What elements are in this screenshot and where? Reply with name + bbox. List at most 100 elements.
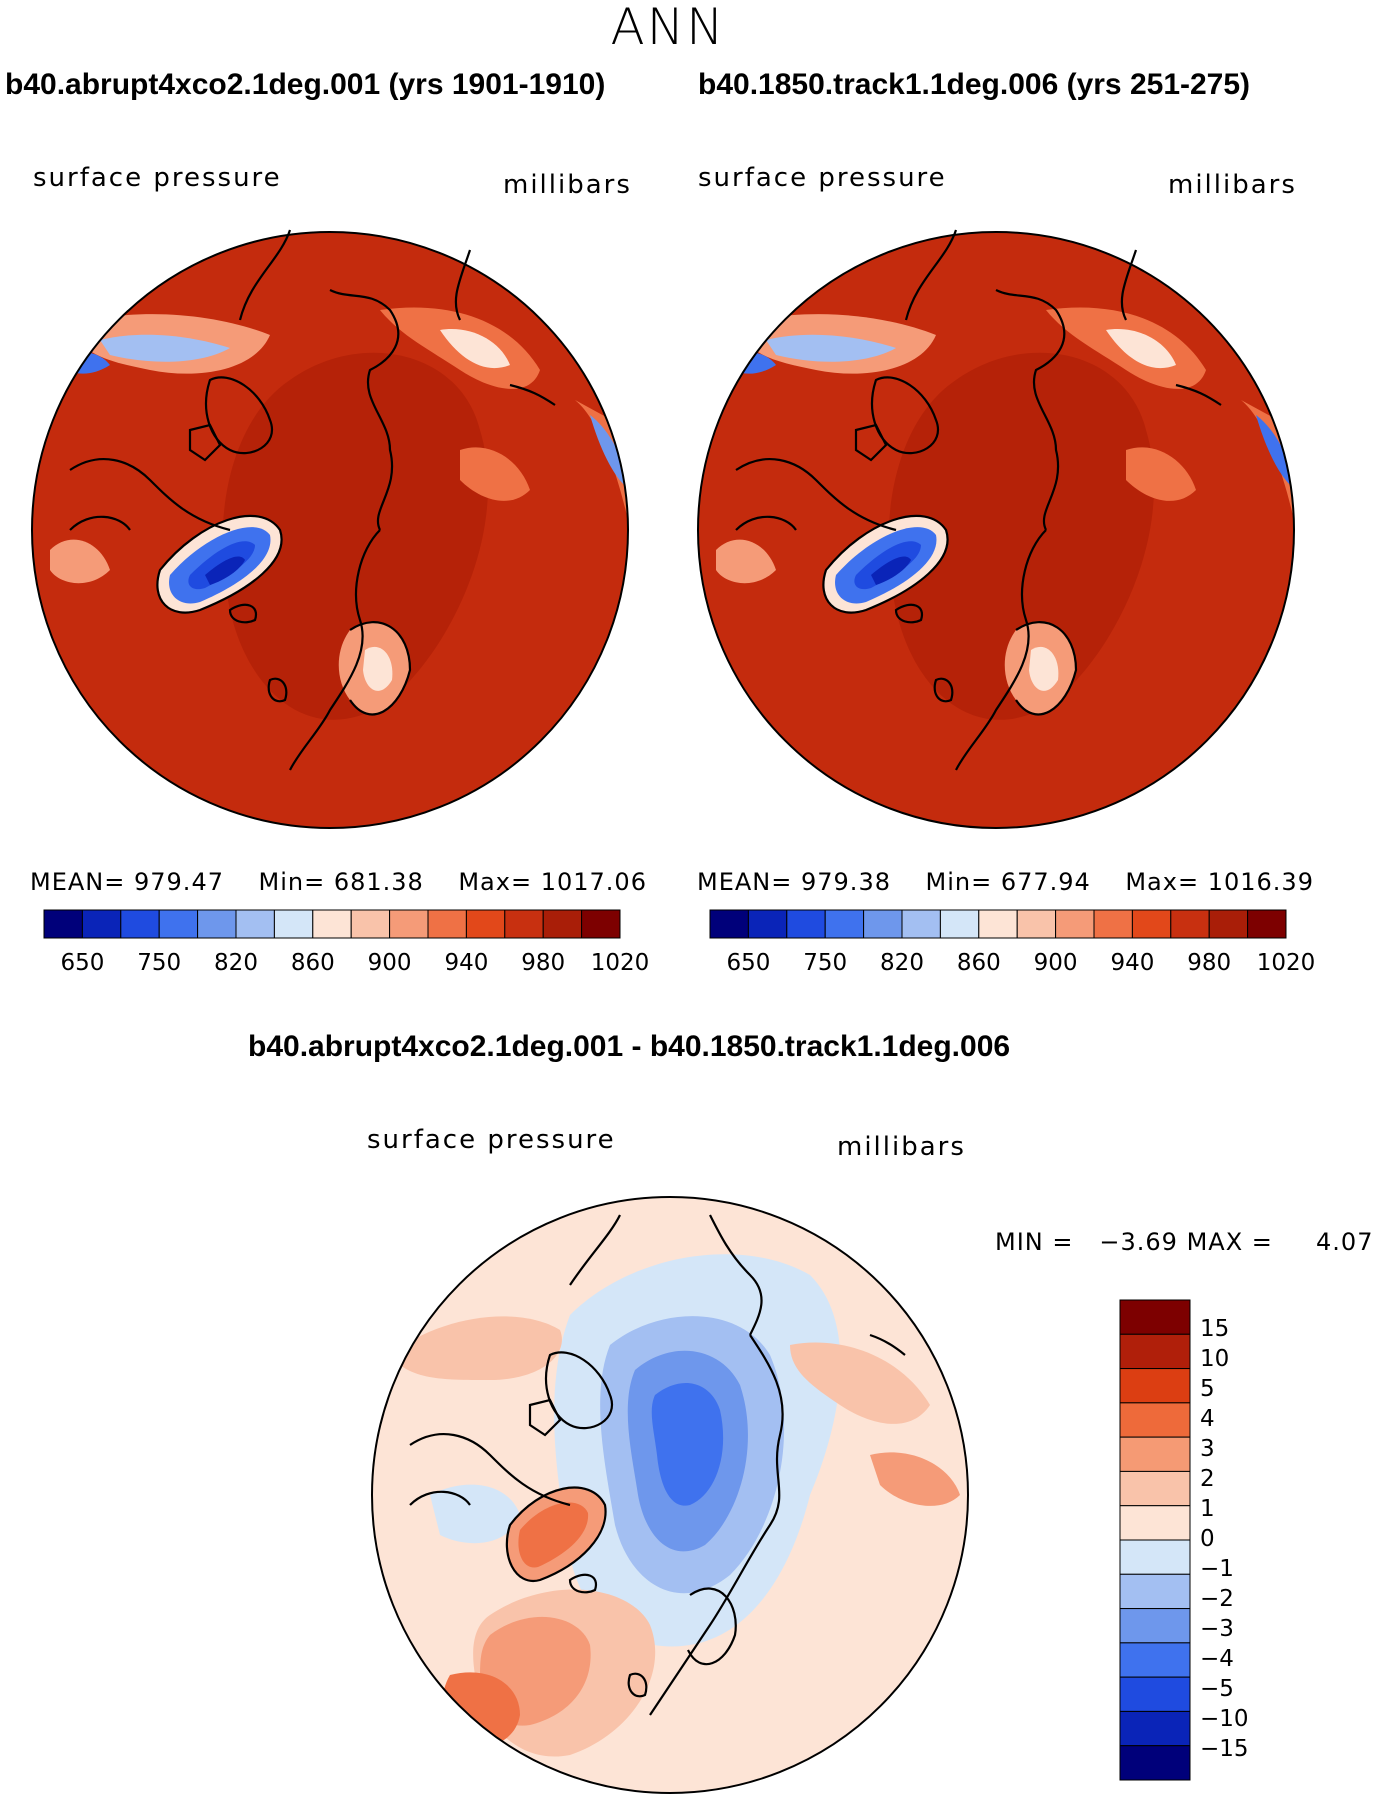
colorbar-swatch	[978, 909, 1018, 939]
colorbar-swatch	[389, 909, 429, 939]
diff-max-value: 4.07	[1316, 1228, 1374, 1256]
colorbar-tick-label: −10	[1200, 1706, 1249, 1732]
diff-min-max: MIN = −3.69 MAX = 4.07	[995, 1228, 1373, 1256]
left-stats: MEAN= 979.47 Min= 681.38 Max= 1017.06	[30, 868, 647, 896]
season-title: ANN	[610, 0, 726, 56]
arctic-high-region	[888, 352, 1154, 720]
colorbar-swatch	[542, 909, 583, 939]
right-mean-label: MEAN=	[697, 868, 793, 896]
diff-variable-label: surface pressure	[367, 1125, 616, 1155]
colorbar-tick-label: 860	[290, 950, 335, 976]
diff-min-value: −3.69	[1099, 1228, 1178, 1256]
colorbar-tick-label: 1020	[590, 950, 650, 976]
left-mean-label: MEAN=	[30, 868, 126, 896]
colorbar-tick-label: −2	[1200, 1586, 1234, 1612]
map-border	[697, 231, 1295, 829]
colorbar-swatch	[350, 909, 391, 939]
colorbar-tick-label: 900	[367, 950, 412, 976]
colorbar-swatch	[1119, 1676, 1191, 1712]
colorbar-tick-label: 980	[521, 950, 566, 976]
colorbar-swatch	[235, 909, 275, 939]
colorbar-swatch	[1119, 1436, 1191, 1472]
arctic-low-anomaly	[651, 1383, 724, 1506]
colorbar-swatch	[1016, 909, 1057, 939]
colorbar-tick-label: 3	[1200, 1436, 1215, 1462]
colorbar-swatch	[1119, 1642, 1191, 1678]
right-min-label: Min=	[925, 868, 993, 896]
colorbar-swatch	[1247, 909, 1287, 939]
colorbar-tick-label: 820	[880, 950, 924, 976]
diff-panel-title: b40.abrupt4xco2.1deg.001 - b40.1850.trac…	[248, 1030, 1011, 1063]
left-min-value: 681.38	[333, 868, 424, 896]
colorbar-tick-label: −15	[1200, 1736, 1249, 1762]
right-panel-title: b40.1850.track1.1deg.006 (yrs 251-275)	[698, 68, 1251, 101]
left-min-label: Min=	[258, 868, 326, 896]
colorbar-tick-label: 0	[1200, 1526, 1215, 1552]
colorbar-tick-label: 1020	[1256, 950, 1316, 976]
left-colorbar-ticks: 650 750 820 860 900 940 980 1020	[44, 950, 649, 980]
coastlines	[409, 1214, 906, 1716]
left-units-label: millibars	[503, 170, 632, 200]
right-colorbar-ticks: 650 750 820 860 900 940 980 1020	[710, 950, 1315, 980]
colorbar-swatch	[120, 909, 160, 939]
colorbar-swatch	[1055, 909, 1095, 939]
colorbar-swatch	[1131, 909, 1172, 939]
arctic-high-region	[222, 352, 488, 720]
colorbar-tick-label: 650	[726, 950, 771, 976]
colorbar-tick-label: 980	[1187, 950, 1232, 976]
colorbar-tick-label: 900	[1033, 950, 1078, 976]
colorbar-swatch	[1119, 1608, 1191, 1644]
colorbar-tick-label: 10	[1200, 1346, 1230, 1372]
map-border	[371, 1196, 969, 1794]
colorbar-swatch	[786, 909, 826, 939]
diff-max-label: MAX =	[1186, 1228, 1273, 1256]
right-max-value: 1016.39	[1207, 868, 1314, 896]
colorbar-swatch	[581, 909, 621, 939]
right-colorbar	[709, 909, 1287, 939]
colorbar-swatch	[901, 909, 941, 939]
right-mean-value: 979.38	[801, 868, 891, 896]
colorbar-tick-label: 940	[1110, 950, 1155, 976]
colorbar-swatch	[824, 909, 865, 939]
left-max-value: 1017.06	[540, 868, 647, 896]
colorbar-tick-label: −4	[1200, 1646, 1234, 1672]
colorbar-tick-label: −3	[1200, 1616, 1234, 1642]
colorbar-swatch	[43, 909, 83, 939]
colorbar-swatch	[863, 909, 903, 939]
right-units-label: millibars	[1168, 170, 1297, 200]
colorbar-swatch	[504, 909, 544, 939]
colorbar-tick-label: 4	[1200, 1406, 1215, 1432]
right-polar-map	[697, 229, 1295, 829]
colorbar-swatch	[158, 909, 199, 939]
colorbar-tick-label: 750	[803, 950, 848, 976]
left-polar-map	[31, 229, 629, 829]
right-stats: MEAN= 979.38 Min= 677.94 Max= 1016.39	[697, 868, 1314, 896]
colorbar-swatch	[1119, 1333, 1191, 1370]
colorbar-swatch	[81, 909, 122, 939]
colorbar-swatch	[312, 909, 352, 939]
diff-units-label: millibars	[837, 1132, 966, 1162]
colorbar-tick-label: −5	[1200, 1676, 1234, 1702]
colorbar-tick-label: 5	[1200, 1376, 1215, 1402]
left-panel-title: b40.abrupt4xco2.1deg.001 (yrs 1901-1910)	[5, 68, 606, 101]
colorbar-tick-label: 940	[444, 950, 489, 976]
colorbar-swatch	[465, 909, 506, 939]
right-min-value: 677.94	[1000, 868, 1091, 896]
colorbar-tick-label: 15	[1200, 1316, 1230, 1342]
colorbar-swatch	[197, 909, 237, 939]
colorbar-swatch	[1119, 1539, 1191, 1575]
right-variable-label: surface pressure	[698, 163, 947, 193]
left-colorbar	[43, 909, 621, 939]
colorbar-swatch	[709, 909, 749, 939]
colorbar-swatch	[273, 909, 314, 939]
colorbar-tick-label: 2	[1200, 1466, 1215, 1492]
colorbar-swatch	[1119, 1402, 1191, 1438]
coastlines	[69, 229, 556, 771]
left-mean-value: 979.47	[134, 868, 224, 896]
colorbar-swatch	[1119, 1710, 1191, 1747]
coastlines	[735, 229, 1222, 771]
colorbar-tick-label: 820	[214, 950, 258, 976]
colorbar-swatch	[1208, 909, 1249, 939]
colorbar-swatch	[1119, 1573, 1191, 1610]
colorbar-swatch	[1093, 909, 1133, 939]
